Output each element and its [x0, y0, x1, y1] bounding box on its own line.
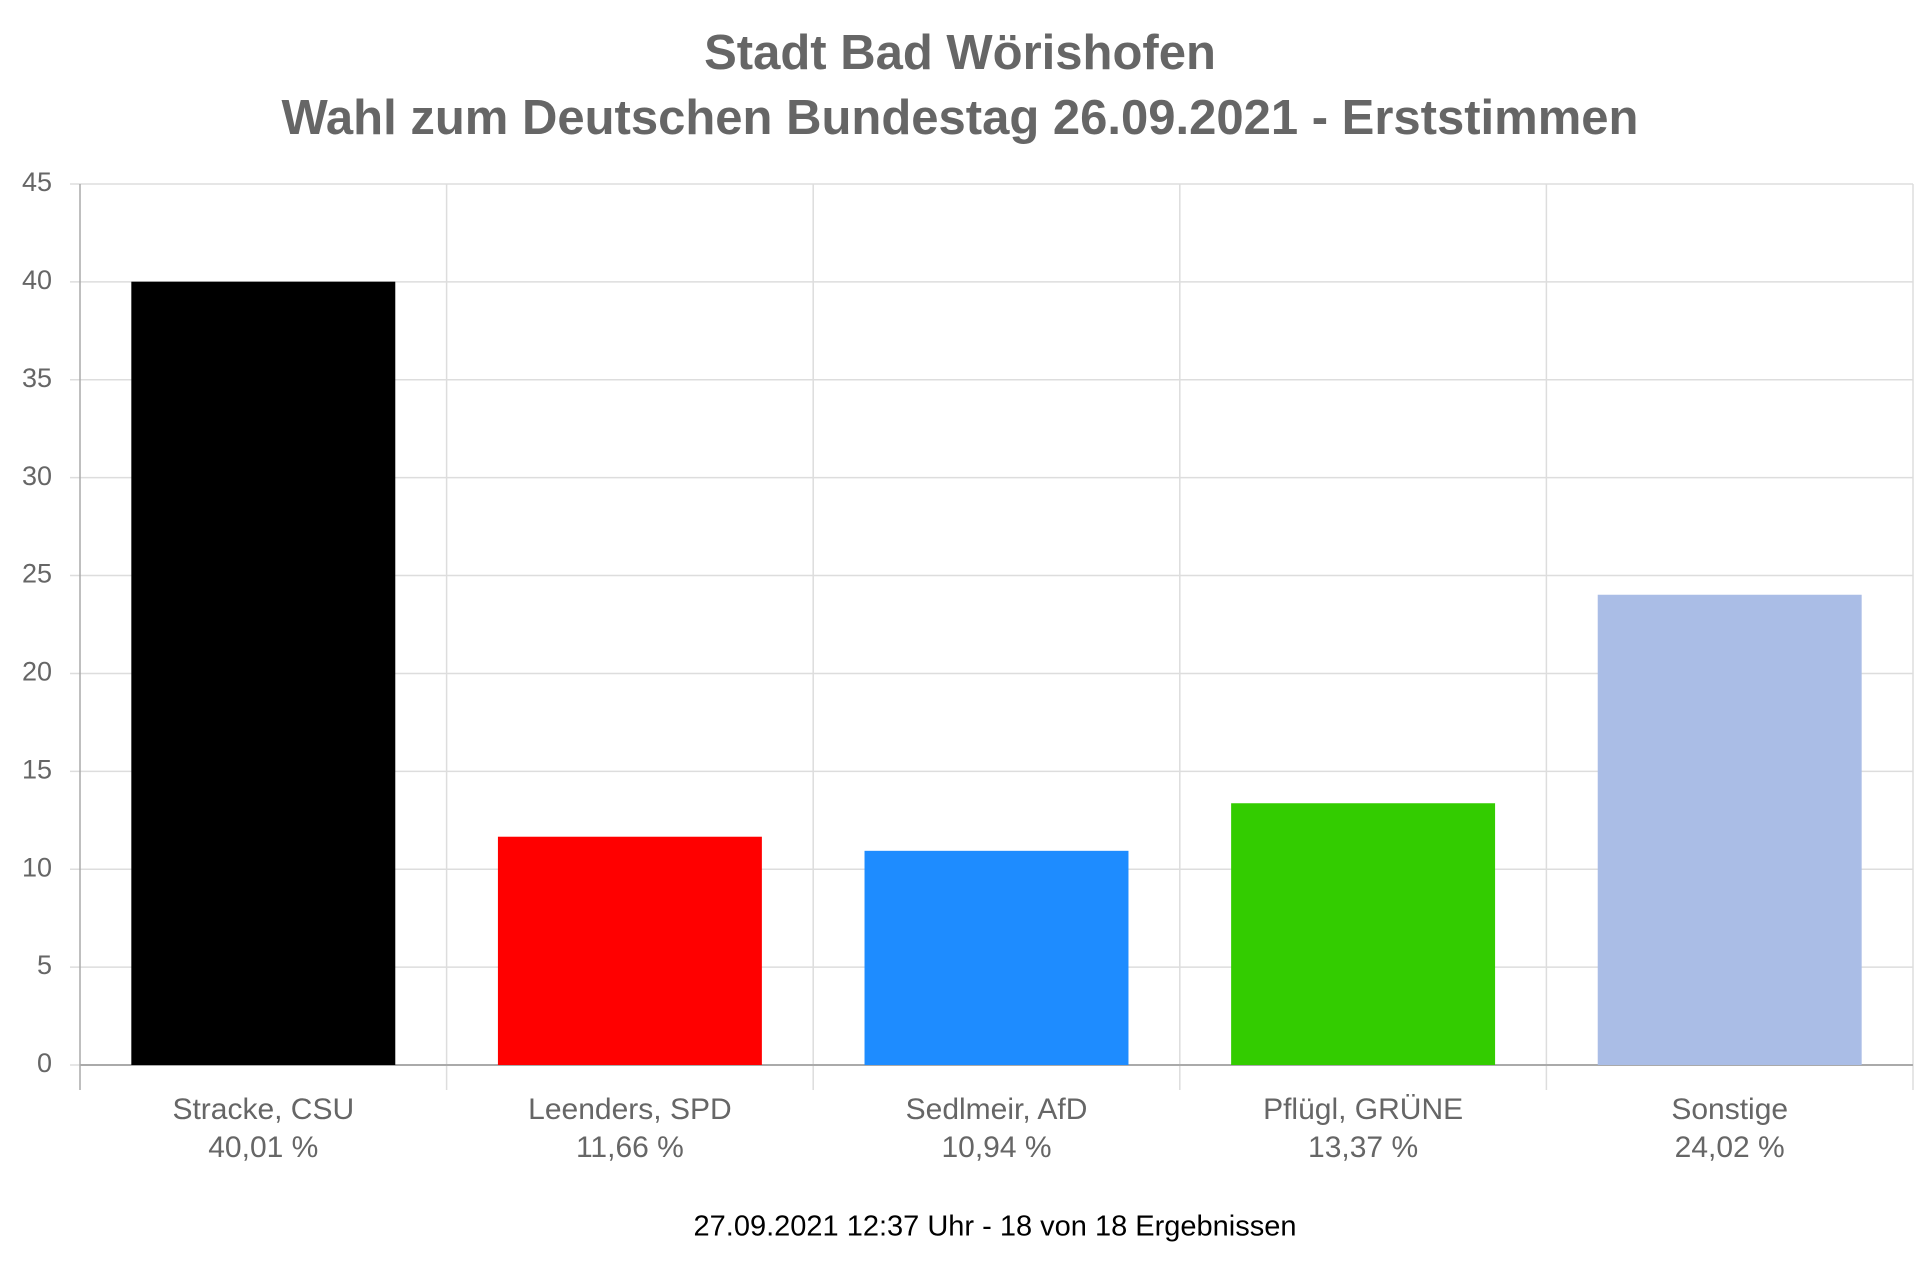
- bar: [1231, 803, 1496, 1065]
- bar: [1597, 594, 1862, 1065]
- value-label: 24,02 %: [1675, 1131, 1785, 1164]
- x-tick-label: Sedlmeir, AfD: [906, 1093, 1088, 1126]
- y-tick-label: 10: [22, 852, 52, 882]
- value-label: 13,37 %: [1308, 1131, 1418, 1164]
- y-tick-label: 45: [22, 167, 52, 197]
- value-label: 10,94 %: [941, 1131, 1051, 1164]
- y-tick-label: 20: [22, 657, 52, 687]
- footnote: 27.09.2021 12:37 Uhr - 18 von 18 Ergebni…: [694, 1211, 1297, 1243]
- y-tick-label: 0: [37, 1048, 52, 1078]
- bar: [497, 836, 762, 1065]
- bar: [131, 281, 396, 1065]
- y-tick-label: 35: [22, 363, 52, 393]
- y-tick-label: 25: [22, 559, 52, 589]
- x-tick-label: Leenders, SPD: [528, 1093, 731, 1126]
- bar: [864, 850, 1129, 1065]
- x-tick-label: Stracke, CSU: [172, 1093, 354, 1126]
- chart-subtitle: Wahl zum Deutschen Bundestag 26.09.2021 …: [282, 91, 1639, 145]
- value-label: 11,66 %: [576, 1131, 684, 1164]
- y-tick-label: 15: [22, 754, 52, 784]
- value-label: 40,01 %: [208, 1131, 318, 1164]
- chart-title: Stadt Bad Wörishofen: [704, 26, 1216, 80]
- y-tick-label: 40: [22, 265, 52, 295]
- x-tick-label: Sonstige: [1671, 1093, 1788, 1126]
- x-tick-label: Pflügl, GRÜNE: [1263, 1093, 1463, 1126]
- y-tick-label: 30: [22, 461, 52, 491]
- y-tick-label: 5: [37, 950, 52, 980]
